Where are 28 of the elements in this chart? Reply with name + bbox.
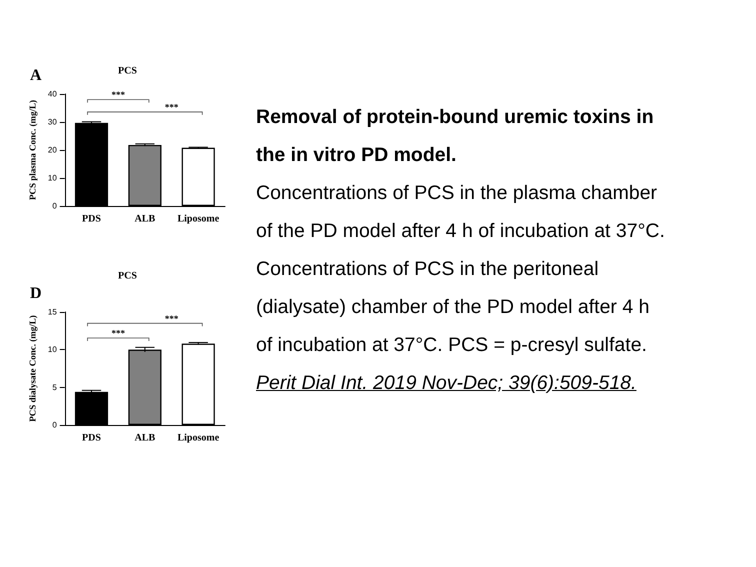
- y-tick-label: 15: [48, 308, 58, 316]
- annotation: ***: [111, 90, 126, 100]
- y-tick-label: 5: [52, 382, 58, 392]
- x-tick-label: Liposome: [177, 432, 220, 444]
- annotation: ***: [164, 102, 179, 112]
- text: D: [30, 285, 42, 302]
- annotation: ***: [111, 328, 126, 338]
- chart-title: PCS: [118, 66, 138, 76]
- y-axis-title: PCS plasma Conc. (mg/L): [28, 100, 38, 200]
- text: Removal of protein-bound uremic toxins in the in vitro PD model.: [256, 105, 655, 168]
- annotation: ***: [164, 313, 179, 324]
- x-tick-label: PDS: [82, 432, 102, 444]
- text: Perit Dial Int. 2019 Nov-Dec; 39(6):509-518.: [256, 372, 636, 394]
- x-tick-label: ALB: [134, 214, 156, 224]
- text: Concentrations of PCS in the plasma chamber of the PD model after 4 h of incubation at 37°C. Concentrations of PCS in the peritoneal (dialysate) chamber of the PD model after 4 h of incubation at 37°C. PCS = p-cresyl sulfate.: [256, 182, 665, 356]
- y-tick-label: 30: [48, 118, 58, 126]
- x-tick-label: PDS: [82, 214, 102, 224]
- y-tick-label: 0: [52, 420, 58, 430]
- y-tick-label: 0: [52, 202, 58, 210]
- y-tick-label: 40: [48, 90, 58, 98]
- x-tick-label: ALB: [134, 432, 156, 444]
- chart-title: PCS: [118, 270, 138, 282]
- x-tick-label: Liposome: [177, 214, 220, 224]
- y-tick-label: 20: [48, 146, 58, 154]
- text: A: [30, 67, 42, 84]
- y-tick-label: 10: [48, 345, 58, 354]
- y-axis-title: PCS dialysate Conc. (mg/L): [28, 315, 38, 422]
- y-tick-label: 10: [48, 174, 58, 182]
